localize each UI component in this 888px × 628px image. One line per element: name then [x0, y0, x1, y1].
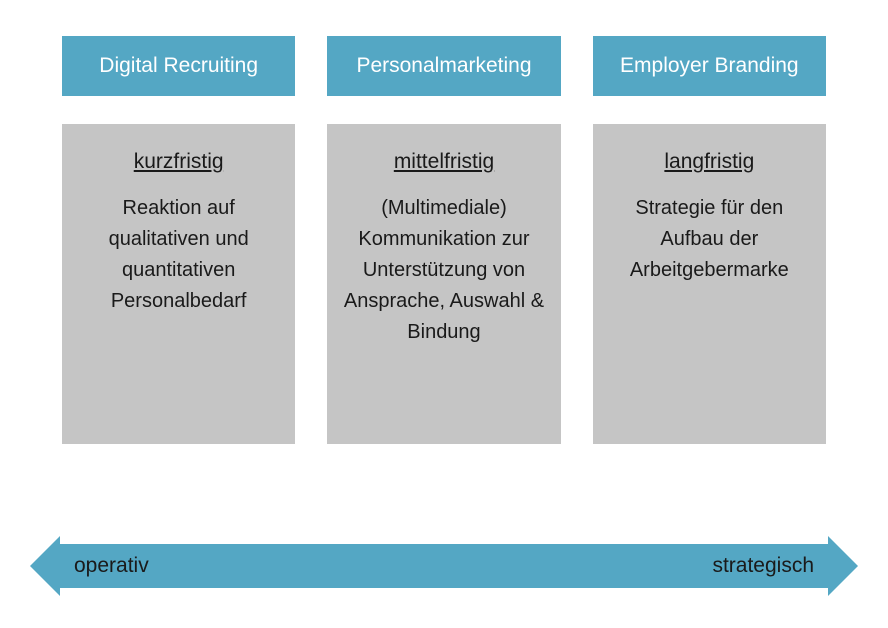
spectrum-arrow: operativ strategisch: [30, 544, 858, 588]
column-header: Employer Branding: [593, 36, 826, 96]
column-description: Reaktion auf qualitativen und quantitati…: [72, 193, 285, 317]
column-employer-branding: Employer Branding langfristig Strategie …: [593, 36, 826, 444]
arrow-bar: operativ strategisch: [58, 544, 830, 588]
arrow-left-label: operativ: [74, 554, 149, 578]
arrow-shape: operativ strategisch: [30, 544, 858, 588]
column-header: Personalmarketing: [327, 36, 560, 96]
column-term: langfristig: [603, 146, 816, 179]
columns-container: Digital Recruiting kurzfristig Reaktion …: [0, 0, 888, 444]
column-body: kurzfristig Reaktion auf qualitativen un…: [62, 124, 295, 444]
arrow-right-label: strategisch: [712, 554, 814, 578]
column-body: langfristig Strategie für den Aufbau der…: [593, 124, 826, 444]
column-term: kurzfristig: [72, 146, 285, 179]
column-term: mittelfristig: [337, 146, 550, 179]
arrow-head-right-icon: [828, 536, 858, 596]
column-body: mittelfristig (Multimediale) Kommunikati…: [327, 124, 560, 444]
column-personalmarketing: Personalmarketing mittelfristig (Multime…: [327, 36, 560, 444]
column-description: (Multimediale) Kommunikation zur Unterst…: [337, 193, 550, 348]
arrow-head-left-icon: [30, 536, 60, 596]
column-header: Digital Recruiting: [62, 36, 295, 96]
column-digital-recruiting: Digital Recruiting kurzfristig Reaktion …: [62, 36, 295, 444]
column-description: Strategie für den Aufbau der Arbeitgeber…: [603, 193, 816, 286]
